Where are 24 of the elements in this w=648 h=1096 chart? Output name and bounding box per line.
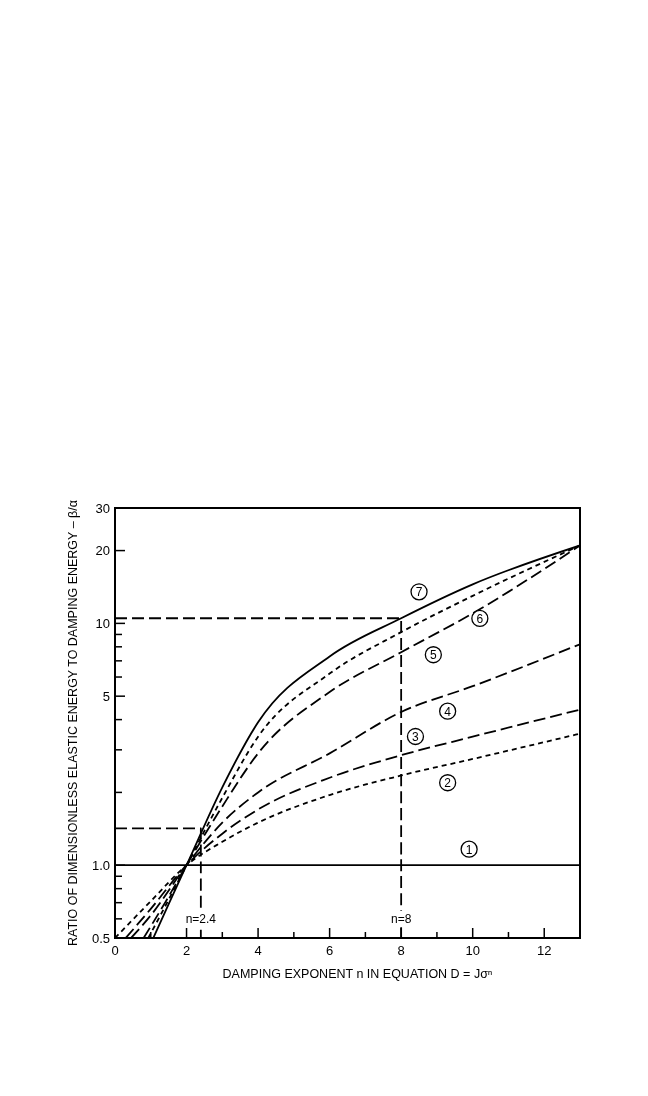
- y-tick-label: 30: [95, 500, 110, 516]
- series-label: 3: [412, 730, 420, 744]
- annotation: n=2.4: [185, 911, 217, 926]
- x-tick-label: 2: [182, 943, 191, 958]
- series-label: 4: [444, 704, 452, 719]
- x-tick-label: 4: [254, 943, 262, 958]
- x-tick-label: 8: [397, 943, 405, 958]
- x-axis-title: DAMPING EXPONENT n IN EQUATION D = Jσⁿ: [222, 967, 493, 981]
- y-tick-label: 10: [95, 615, 110, 631]
- x-tick-label: 6: [326, 943, 334, 958]
- x-tick-label: 0: [111, 943, 119, 958]
- series-label: 1: [465, 842, 473, 857]
- x-tick-label: 10: [465, 943, 480, 958]
- annotation: n=8: [390, 911, 412, 926]
- series-label: 2: [444, 776, 452, 791]
- x-tick-label: 12: [537, 943, 552, 958]
- y-axis-title: RATIO OF DIMENSIONLESS ELASTIC ENERGY TO DAMPING ENERGY – β/α: [66, 500, 80, 946]
- y-tick-label: 0.5: [91, 930, 110, 946]
- y-tick-label: 1.0: [91, 857, 110, 873]
- y-tick-label: 5: [102, 688, 110, 704]
- series-label: 6: [476, 611, 484, 626]
- series-label: 7: [415, 585, 423, 600]
- series-label: 5: [430, 648, 437, 663]
- y-tick-label: 20: [95, 543, 110, 559]
